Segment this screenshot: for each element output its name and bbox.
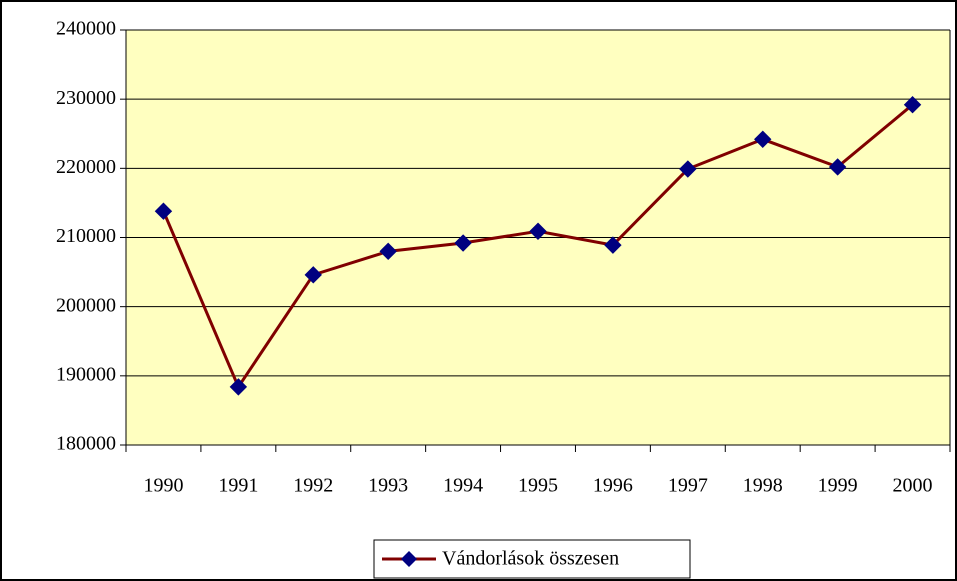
- point-marker: [304, 266, 322, 284]
- y-tick-label: 220000: [56, 156, 116, 178]
- point-marker: [529, 222, 547, 240]
- x-tick-label: 1993: [368, 475, 408, 497]
- x-tick-label: 2000: [893, 475, 933, 497]
- point-marker: [903, 95, 922, 114]
- x-tick-label: 1992: [293, 475, 333, 497]
- y-tick-label: 180000: [56, 433, 116, 455]
- point-marker: [604, 236, 622, 254]
- y-tick-label: 200000: [56, 294, 116, 316]
- y-tick-label: 190000: [56, 363, 116, 385]
- x-tick-label: 1996: [593, 475, 633, 497]
- point-marker: [229, 378, 248, 396]
- point-marker: [379, 242, 397, 261]
- legend-label: Vándorlások összesen: [442, 548, 619, 570]
- x-tick-label: 1998: [743, 475, 783, 497]
- point-marker: [154, 202, 173, 220]
- x-tick-label: 1999: [818, 475, 858, 497]
- point-marker: [828, 158, 847, 176]
- y-tick-label: 210000: [56, 225, 116, 247]
- x-tick-label: 1994: [443, 475, 483, 497]
- point-marker: [679, 160, 697, 178]
- x-tick-label: 1995: [518, 475, 558, 497]
- x-tick-label: 1991: [218, 475, 258, 497]
- x-tick-label: 1997: [668, 475, 708, 497]
- x-tick-label: 1990: [143, 475, 183, 497]
- legend-marker: [401, 551, 417, 567]
- point-marker: [454, 234, 472, 252]
- point-marker: [754, 130, 772, 148]
- y-tick-label: 230000: [56, 87, 116, 109]
- y-tick-label: 240000: [56, 18, 116, 40]
